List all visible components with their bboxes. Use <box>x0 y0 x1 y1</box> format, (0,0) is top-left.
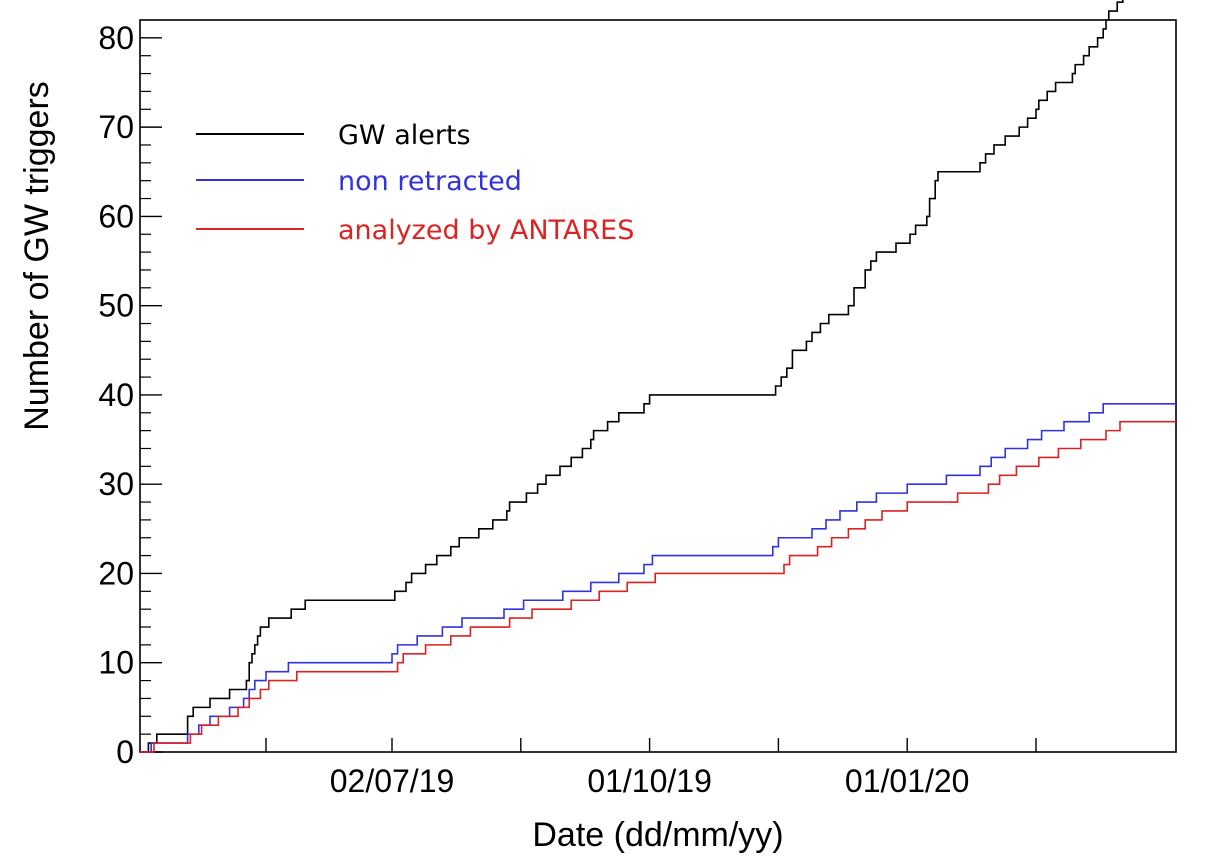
x-tick-label: 02/07/19 <box>330 763 455 799</box>
series-line-non-retracted <box>140 403 1176 753</box>
series-line-gw-alerts <box>140 0 1124 753</box>
series-line-analyzed-by-antares <box>140 420 1176 753</box>
x-tick-label: 01/01/20 <box>845 763 970 799</box>
x-axis-ticks: 02/07/19 01/10/19 01/01/20 <box>265 738 1037 799</box>
legend-label: GW alerts <box>338 120 471 151</box>
series-layer <box>140 0 1176 753</box>
y-tick-label: 70 <box>98 109 134 145</box>
plot-frame <box>139 19 1177 753</box>
y-tick-label: 10 <box>98 645 134 681</box>
x-axis-title: Date (dd/mm/yy) <box>532 816 783 854</box>
y-tick-label: 60 <box>98 198 134 234</box>
y-tick-label: 0 <box>116 734 134 770</box>
y-tick-label: 20 <box>98 555 134 591</box>
legend-label: non retracted <box>338 166 522 197</box>
y-tick-label: 80 <box>98 20 134 56</box>
x-tick-label: 01/10/19 <box>587 763 712 799</box>
y-axis-title: Number of GW triggers <box>18 81 56 431</box>
y-tick-label: 30 <box>98 466 134 502</box>
y-axis-ticks: 0 10 20 30 40 50 60 70 80 <box>98 20 162 770</box>
y-tick-label: 50 <box>98 288 134 324</box>
legend-label: analyzed by ANTARES <box>338 215 634 246</box>
y-tick-label: 40 <box>98 377 134 413</box>
legend: GW alerts non retracted analyzed by ANTARE… <box>196 120 634 246</box>
